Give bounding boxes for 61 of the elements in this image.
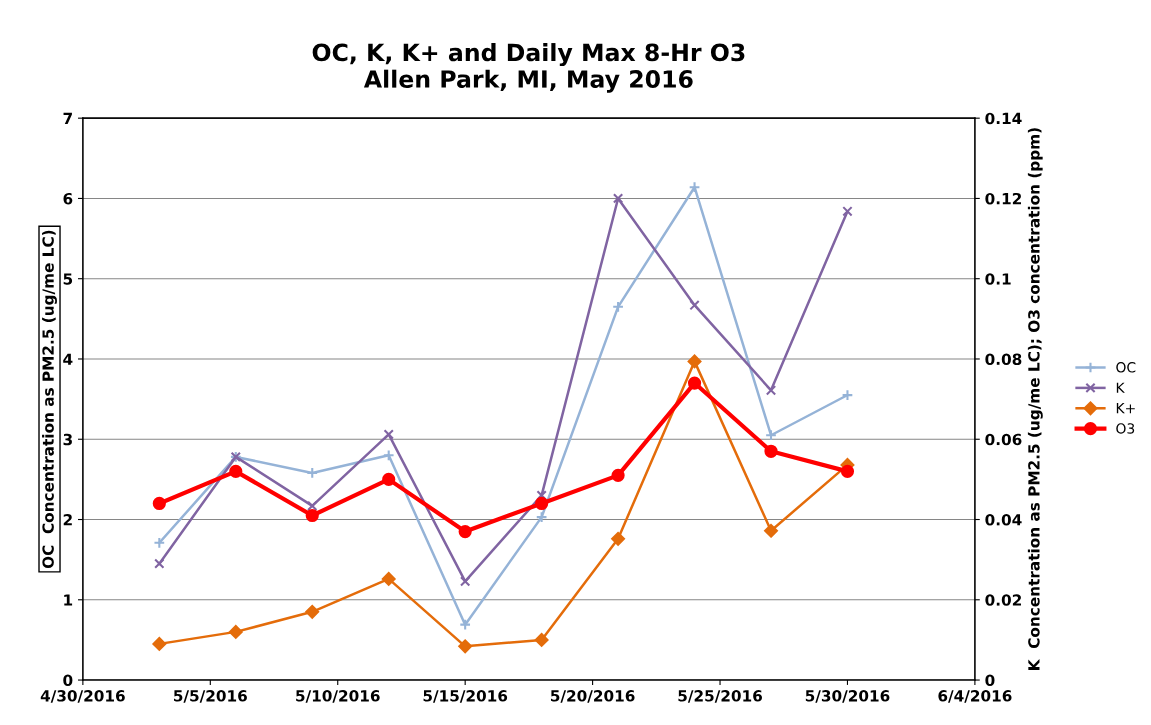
y2-tick-label: 0.02 bbox=[985, 594, 1021, 606]
point bbox=[840, 464, 855, 478]
x-tick-label: 5/30/2016 bbox=[805, 690, 890, 703]
point bbox=[383, 429, 394, 440]
point bbox=[307, 500, 318, 512]
point bbox=[687, 376, 702, 390]
x-tick-label: 5/15/2016 bbox=[423, 690, 508, 703]
point bbox=[154, 558, 165, 569]
y-tick-label: 1 bbox=[64, 594, 73, 606]
y-tick-label: 6 bbox=[63, 192, 73, 205]
chart-title: OC, K, K+ and Daily Max 8-Hr O3 Allen Park, MI, May 2016 bbox=[312, 43, 745, 93]
point bbox=[841, 389, 854, 401]
y2-tick-label: 0.14 bbox=[985, 112, 1022, 125]
x-tick-label: 5/10/2016 bbox=[296, 690, 380, 703]
point bbox=[382, 472, 396, 486]
y2-tick-label: 0.1 bbox=[985, 273, 1011, 285]
point bbox=[228, 624, 243, 639]
point bbox=[458, 524, 472, 539]
point bbox=[764, 444, 778, 458]
legend-label: O3 bbox=[1116, 423, 1135, 434]
legend-label: OC bbox=[1116, 362, 1136, 373]
point bbox=[612, 193, 624, 204]
point bbox=[459, 576, 471, 587]
y-tick-label: 7 bbox=[63, 112, 72, 124]
x-tick-label: 5/25/2016 bbox=[678, 690, 762, 703]
point bbox=[152, 496, 166, 511]
point bbox=[306, 467, 319, 479]
x-tick-label: 5/20/2016 bbox=[550, 690, 635, 703]
x-tick-label: 6/4/2016 bbox=[938, 690, 1012, 703]
y-tick-label: 2 bbox=[63, 513, 72, 526]
point bbox=[229, 464, 243, 478]
point bbox=[687, 354, 702, 369]
point bbox=[842, 206, 853, 217]
y-tick-label: 5 bbox=[63, 273, 73, 285]
y-tick-label: 4 bbox=[63, 353, 73, 365]
x-tick-label: 5/5/2016 bbox=[174, 690, 247, 703]
point bbox=[764, 523, 778, 538]
y-tick-label: 0 bbox=[63, 674, 73, 687]
y2-tick-label: 0.04 bbox=[985, 513, 1022, 526]
point bbox=[534, 632, 549, 647]
y2-tick-label: 0.08 bbox=[985, 353, 1022, 365]
legend-label: K bbox=[1116, 382, 1125, 393]
point bbox=[458, 639, 473, 654]
y2-tick-label: 0.12 bbox=[985, 192, 1021, 205]
y2-axis-title: K Concentration as PM2.5 (ug/me LC); O3 concentration (ppm) bbox=[1027, 128, 1043, 670]
point bbox=[305, 604, 320, 619]
point bbox=[765, 385, 777, 396]
y2-tick-label: 0 bbox=[985, 674, 995, 687]
point bbox=[611, 531, 626, 546]
legend-label: K+ bbox=[1116, 403, 1135, 414]
point bbox=[382, 449, 395, 462]
point bbox=[305, 508, 319, 523]
y-tick-label: 3 bbox=[63, 433, 72, 446]
x-tick-label: 4/30/2016 bbox=[40, 690, 125, 703]
y2-tick-label: 0.06 bbox=[985, 433, 1022, 446]
point bbox=[381, 571, 396, 586]
point bbox=[689, 299, 700, 311]
y-axis-title: OC Concentration as PM2.5 (ug/me LC) bbox=[42, 230, 57, 569]
point bbox=[535, 496, 549, 511]
point bbox=[152, 637, 167, 651]
point bbox=[611, 468, 625, 482]
